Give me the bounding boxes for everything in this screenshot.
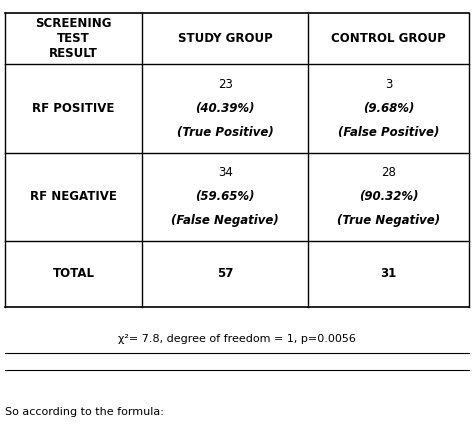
Text: 23: 23 [218, 78, 233, 91]
Text: 34: 34 [218, 166, 233, 179]
Text: (False Negative): (False Negative) [171, 214, 279, 227]
Text: CONTROL GROUP: CONTROL GROUP [331, 32, 446, 45]
Text: (True Negative): (True Negative) [337, 214, 440, 227]
Text: (90.32%): (90.32%) [359, 190, 419, 203]
Text: (9.68%): (9.68%) [363, 102, 414, 115]
Text: (40.39%): (40.39%) [195, 102, 255, 115]
Text: 57: 57 [217, 267, 233, 280]
Text: 28: 28 [381, 166, 396, 179]
Text: TOTAL: TOTAL [53, 267, 94, 280]
Text: SCREENING
TEST
RESULT: SCREENING TEST RESULT [35, 18, 112, 60]
Text: RF NEGATIVE: RF NEGATIVE [30, 190, 117, 203]
Text: (True Positive): (True Positive) [177, 126, 273, 139]
Text: χ²= 7.8, degree of freedom = 1, p=0.0056: χ²= 7.8, degree of freedom = 1, p=0.0056 [118, 335, 356, 344]
Text: RF POSITIVE: RF POSITIVE [32, 102, 115, 115]
Text: (False Positive): (False Positive) [338, 126, 439, 139]
Text: 31: 31 [381, 267, 397, 280]
Text: So according to the formula:: So according to the formula: [5, 407, 164, 417]
Text: STUDY GROUP: STUDY GROUP [178, 32, 273, 45]
Text: (59.65%): (59.65%) [195, 190, 255, 203]
Text: 3: 3 [385, 78, 392, 91]
